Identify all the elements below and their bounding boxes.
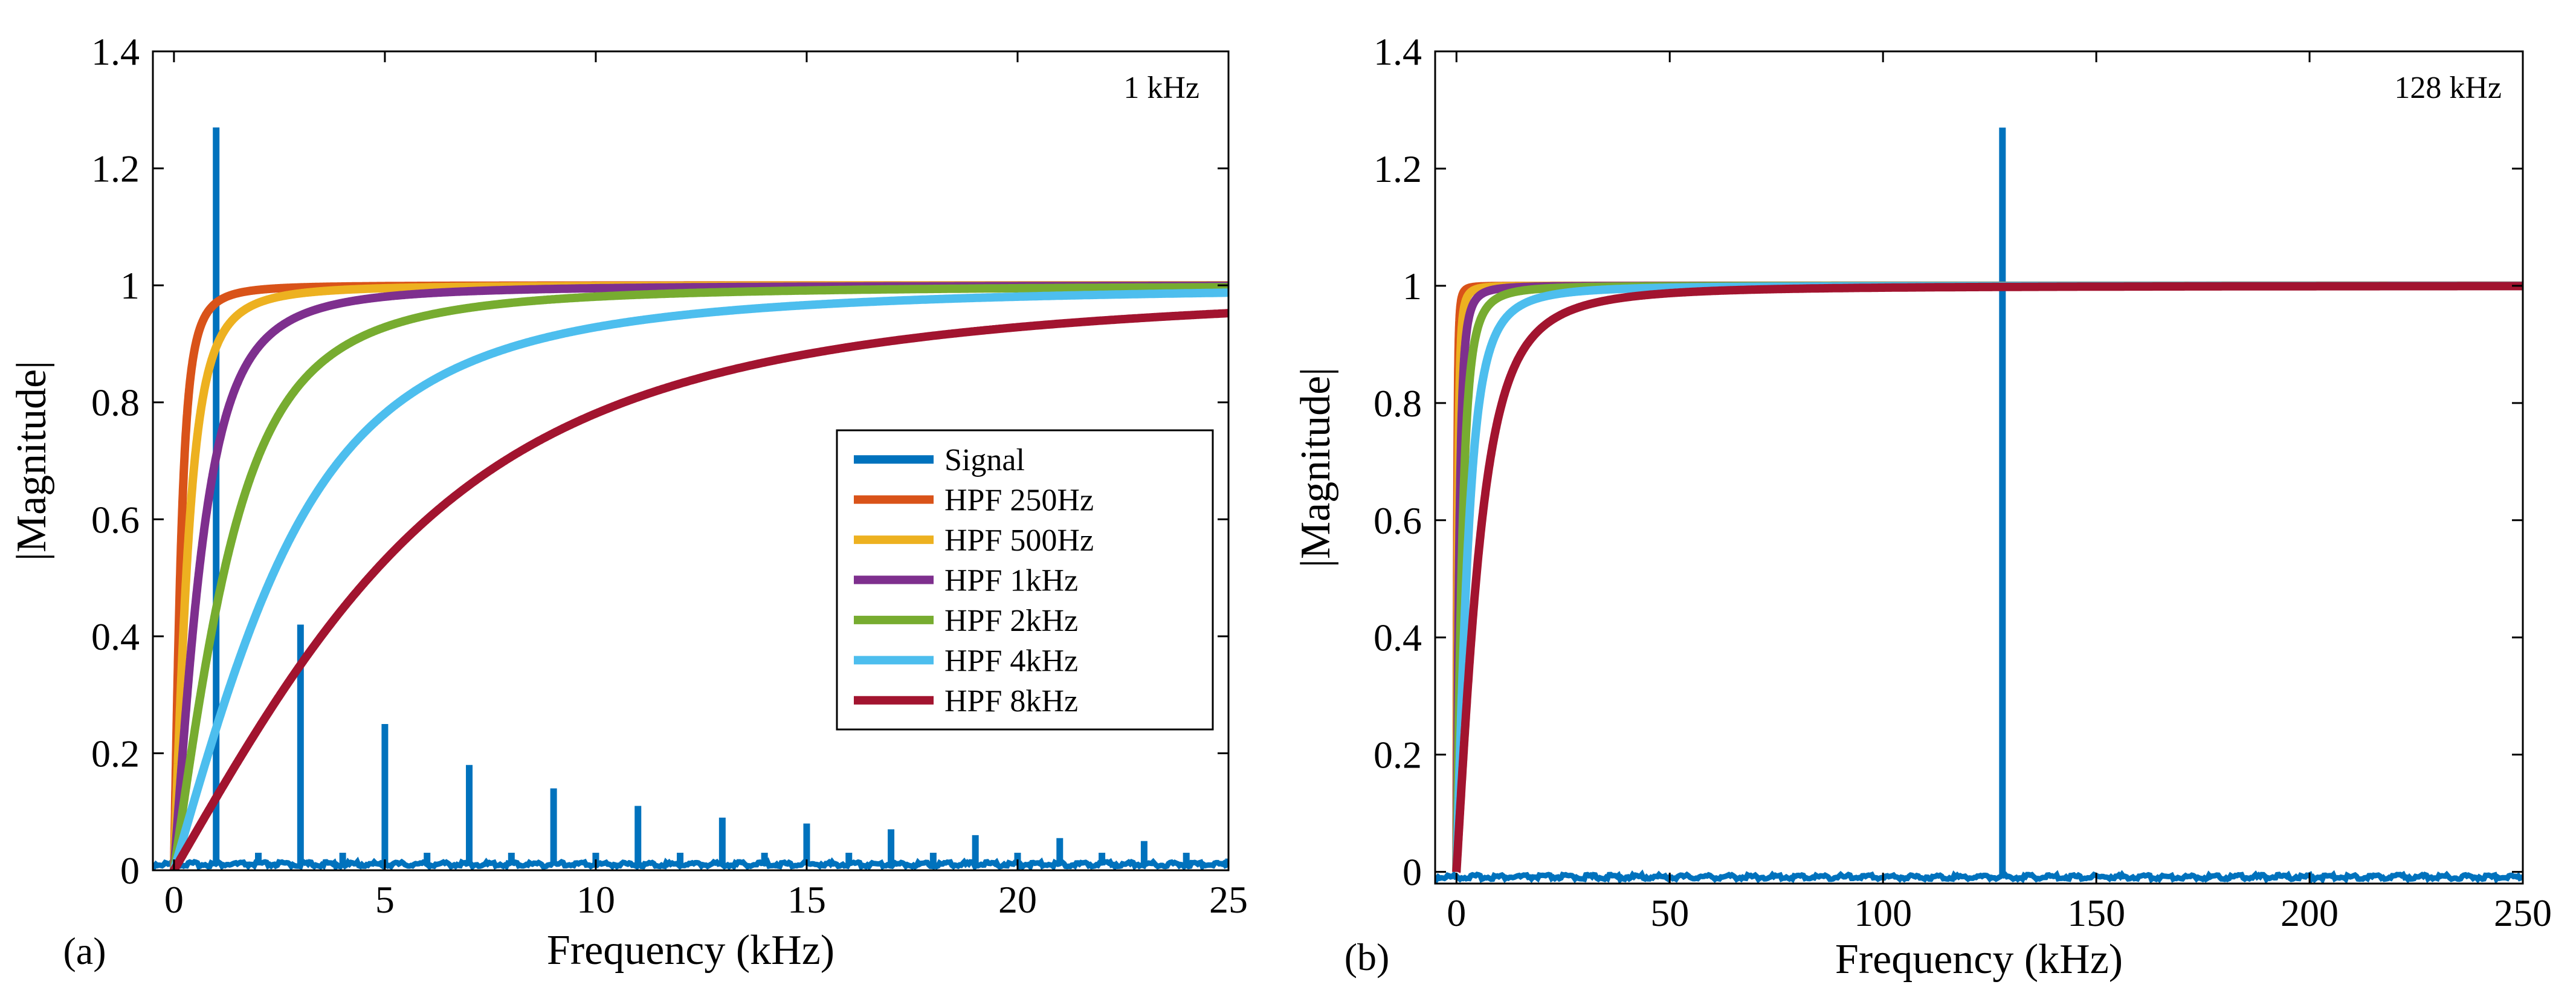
curve-hpf-250hz xyxy=(1452,281,2523,876)
x-tick-label: 200 xyxy=(2281,891,2339,934)
x-tick-label: 15 xyxy=(787,878,826,921)
curve-hpf-1khz xyxy=(1452,281,2523,876)
signal-baseline xyxy=(153,856,1228,870)
legend-label-hpf-250hz: HPF 250Hz xyxy=(944,483,1094,518)
y-tick-label: 0.8 xyxy=(91,381,140,424)
plot-area xyxy=(1435,128,2523,884)
plot-area xyxy=(153,127,1228,870)
x-tick-label: 0 xyxy=(164,878,184,921)
x-axis-title: Frequency (kHz) xyxy=(547,927,834,974)
y-tick-label: 1 xyxy=(1403,265,1422,308)
legend-label-hpf-8khz: HPF 8kHz xyxy=(944,684,1078,719)
signal-baseline xyxy=(1435,869,2523,884)
panel-b: 0 50 100 150 200 250 0 0.2 0.4 0.6 0.8 1 1.2 1.4 Frequ… xyxy=(1293,30,2552,983)
legend-label-hpf-4khz: HPF 4kHz xyxy=(944,644,1078,678)
y-axis-title: |Magnitude| xyxy=(8,361,55,561)
legend-label-hpf-500hz: HPF 500Hz xyxy=(944,523,1094,558)
legend-label-signal: Signal xyxy=(944,443,1025,477)
y-tick-label: 0.4 xyxy=(91,615,140,658)
y-tick-label: 0.6 xyxy=(1374,499,1422,542)
curve-hpf-4khz xyxy=(169,288,1228,870)
y-tick-label: 0 xyxy=(1403,851,1422,894)
y-tick-label: 0.4 xyxy=(1374,616,1422,659)
y-tick-label: 1.2 xyxy=(91,147,140,190)
x-tick-label: 150 xyxy=(2067,891,2125,934)
curve-hpf-4khz xyxy=(1452,282,2523,876)
y-axis-title: |Magnitude| xyxy=(1293,367,1339,567)
curve-hpf-2khz xyxy=(1452,281,2523,876)
axes-box xyxy=(1434,50,2524,885)
x-tick-label: 20 xyxy=(998,878,1037,921)
axes-box xyxy=(152,50,1230,871)
y-tick-label: 0.8 xyxy=(1374,382,1422,425)
y-tick-label: 0 xyxy=(120,849,140,892)
x-tick-label: 250 xyxy=(2494,891,2552,934)
x-tick-label: 10 xyxy=(576,878,615,921)
curve-hpf-500hz xyxy=(1452,281,2523,876)
legend-label-hpf-2khz: HPF 2kHz xyxy=(944,604,1078,638)
y-tick-label: 1 xyxy=(120,264,140,307)
annotation: 128 kHz xyxy=(2394,71,2502,105)
panel-label: (b) xyxy=(1344,936,1390,978)
y-tick-label: 0.2 xyxy=(1374,734,1422,777)
annotation: 1 kHz xyxy=(1123,71,1199,105)
legend-label-hpf-1khz: HPF 1kHz xyxy=(944,564,1078,598)
y-tick-label: 0.6 xyxy=(91,498,140,541)
panel-a: 0 5 10 15 20 25 0 0.2 0.4 0.6 0.8 1 1.2 1.4 Frequency … xyxy=(8,30,1248,974)
y-tick-label: 0.2 xyxy=(91,732,140,775)
x-axis-title: Frequency (kHz) xyxy=(1835,936,2123,983)
curve-hpf-8khz xyxy=(1452,282,2523,876)
x-tick-label: 5 xyxy=(375,878,395,921)
x-tick-label: 25 xyxy=(1209,878,1248,921)
x-tick-label: 50 xyxy=(1650,891,1689,934)
curve-hpf-2khz xyxy=(169,283,1228,870)
legend: Signal HPF 250Hz HPF 500Hz HPF 1kHz HPF 2kHz… xyxy=(836,429,1214,731)
y-tick-label: 1.4 xyxy=(91,30,140,73)
y-tick-label: 1.2 xyxy=(1374,147,1422,190)
x-tick-label: 0 xyxy=(1447,891,1466,934)
curve-hpf-8khz xyxy=(169,309,1228,870)
panel-label: (a) xyxy=(63,929,106,972)
y-tick-label: 1.4 xyxy=(1374,30,1422,73)
x-tick-label: 100 xyxy=(1854,891,1912,934)
